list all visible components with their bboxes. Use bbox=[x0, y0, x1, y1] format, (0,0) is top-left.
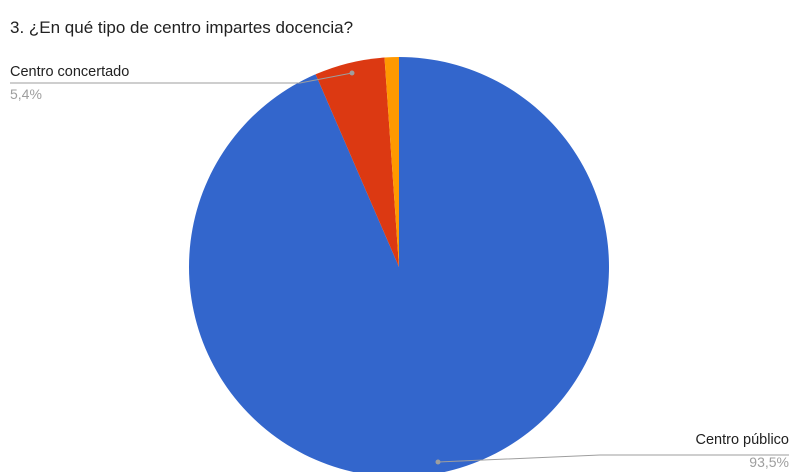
leader-dot-1 bbox=[435, 459, 441, 465]
pie-slice-2 bbox=[315, 57, 399, 267]
leader-line-1 bbox=[437, 454, 789, 463]
chart-title: 3. ¿En qué tipo de centro impartes docen… bbox=[10, 18, 353, 37]
slice-labels: Centro público 93,5% Centro concertado 5,4% bbox=[10, 64, 789, 470]
slice-value-2: 5,4% bbox=[10, 86, 42, 102]
pie-slice-3 bbox=[384, 57, 399, 267]
leader-line-2 bbox=[10, 72, 353, 84]
slice-label-1: Centro público bbox=[696, 432, 790, 448]
slice-value-1: 93,5% bbox=[749, 454, 789, 470]
leader-dot-2 bbox=[349, 70, 355, 76]
slice-label-2: Centro concertado bbox=[10, 64, 129, 80]
pie-slices bbox=[189, 57, 609, 472]
pie-slice-1 bbox=[189, 57, 609, 472]
